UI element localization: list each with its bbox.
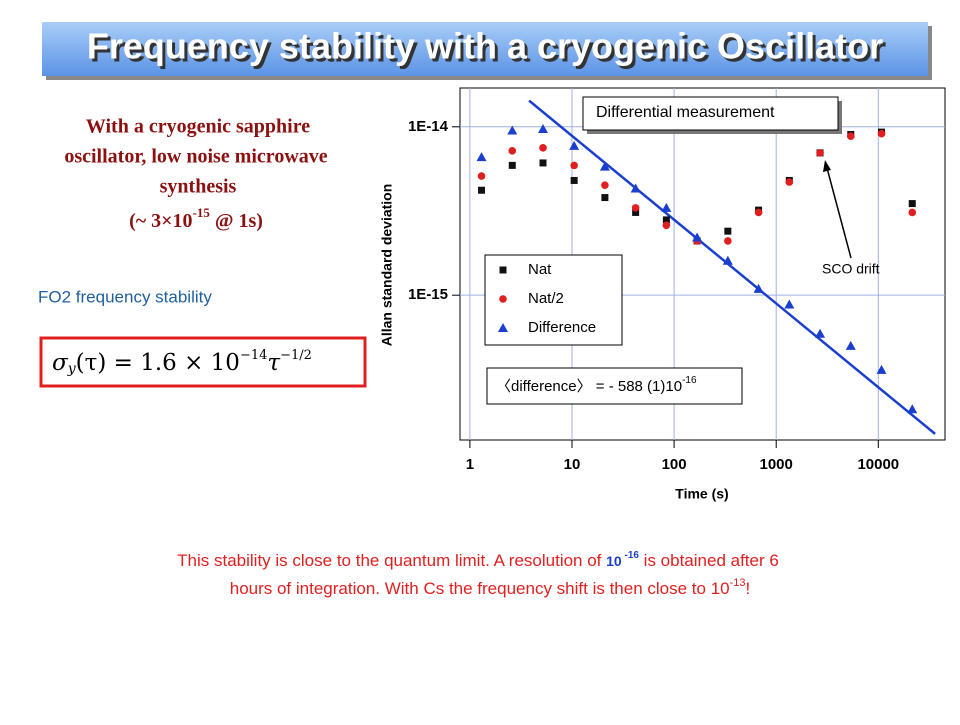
annotation-box xyxy=(582,96,839,131)
text: hours of integration. With Cs the freque… xyxy=(230,579,730,598)
formula: σy(τ) = 1.6 × 10−14τ−1/2 xyxy=(52,348,312,378)
point xyxy=(907,404,918,414)
arrow xyxy=(826,167,852,259)
footer: This stability is close to the quantum l… xyxy=(177,550,779,599)
x-tick-label: 100 xyxy=(662,456,687,473)
point xyxy=(661,202,672,212)
legend-label: Nat xyxy=(528,261,552,278)
annotation-box xyxy=(486,367,743,405)
text: σ xyxy=(52,350,69,376)
text: 〈difference〉 = - 588 (1)10 xyxy=(496,378,682,395)
annotation: 〈difference〉 = - 588 (1)10-16 xyxy=(496,375,697,395)
subheading: FO2 frequency stability xyxy=(38,287,212,306)
point xyxy=(815,328,826,338)
point xyxy=(570,161,578,170)
chart: 1 10 100 1000 10000 1E-14 1E-15 Time (s) Allan s… xyxy=(379,87,946,502)
arrow-head xyxy=(823,160,831,172)
text: (~ 3×10 xyxy=(129,210,192,232)
point xyxy=(570,176,578,184)
y-axis-label: Allan standard deviation xyxy=(379,184,395,347)
point xyxy=(599,161,610,171)
point xyxy=(631,204,640,212)
point xyxy=(538,124,549,134)
annotation: SCO drift xyxy=(822,261,880,277)
point xyxy=(508,147,517,155)
title: Frequency stability with a cryogenic Osc… xyxy=(87,26,883,67)
point xyxy=(507,125,518,135)
point xyxy=(785,178,794,186)
legend-label: Nat/2 xyxy=(528,290,564,307)
point xyxy=(692,232,703,242)
point xyxy=(784,299,795,309)
point xyxy=(508,161,516,169)
intro-value: (~ 3×10-15 @ 1s) xyxy=(129,205,263,232)
x-tick-label: 10000 xyxy=(857,456,899,473)
subscript: y xyxy=(67,361,77,377)
y-tick-label: 1E-14 xyxy=(408,118,449,135)
intro-line: synthesis xyxy=(160,176,237,198)
text: is obtained after 6 xyxy=(639,551,779,570)
superscript: −14 xyxy=(240,348,267,363)
text: @ 1s) xyxy=(210,210,263,232)
point xyxy=(539,159,547,167)
annotation: Differential measurement xyxy=(596,104,775,121)
legend-label: Difference xyxy=(528,319,596,336)
x-tick-label: 1 xyxy=(466,456,474,473)
point xyxy=(539,144,547,152)
point xyxy=(569,140,580,150)
point xyxy=(908,208,917,217)
title-shadow-text: Frequency stability with a cryogenic Osc… xyxy=(90,29,886,70)
legend-marker xyxy=(499,266,507,274)
footer-line: This stability is close to the quantum l… xyxy=(177,550,779,571)
legend xyxy=(484,254,623,346)
point xyxy=(632,208,640,216)
point xyxy=(662,221,671,230)
point xyxy=(846,132,855,140)
superscript: -16 xyxy=(622,550,640,561)
point xyxy=(724,237,732,245)
text: τ xyxy=(267,350,281,376)
point xyxy=(876,364,887,374)
point xyxy=(753,283,764,293)
point xyxy=(630,183,641,193)
text: (τ) = 1.6 × 10 xyxy=(76,350,240,376)
x-axis-label: Time (s) xyxy=(675,486,728,502)
point xyxy=(816,149,824,157)
point xyxy=(724,227,732,235)
point xyxy=(477,172,486,180)
legend-marker xyxy=(499,295,507,303)
superscript: -13 xyxy=(730,577,746,589)
intro-line: With a cryogenic sapphire xyxy=(86,116,310,138)
superscript: -15 xyxy=(193,205,211,220)
point xyxy=(478,186,486,194)
intro: With a cryogenic sapphire oscillator, lo… xyxy=(64,116,327,232)
point xyxy=(845,340,856,350)
x-tick-label: 1000 xyxy=(760,456,793,473)
point xyxy=(877,129,886,138)
point xyxy=(662,216,670,224)
superscript: -16 xyxy=(682,375,697,386)
point xyxy=(722,255,733,265)
superscript: −1/2 xyxy=(280,348,312,363)
x-tick-label: 10 xyxy=(564,456,581,473)
fit-line xyxy=(528,99,936,435)
point xyxy=(601,194,609,202)
title-bar xyxy=(42,22,928,76)
formula-box xyxy=(39,336,367,388)
legend-marker xyxy=(498,323,508,332)
text: This stability is close to the quantum l… xyxy=(177,551,606,570)
text: 10 xyxy=(606,553,622,569)
text: ! xyxy=(746,579,751,598)
point xyxy=(601,181,609,189)
point xyxy=(754,208,763,217)
footer-line: hours of integration. With Cs the freque… xyxy=(230,577,751,599)
y-tick-label: 1E-15 xyxy=(408,286,448,303)
point xyxy=(908,200,916,208)
intro-line: oscillator, low noise microwave xyxy=(64,146,327,168)
point xyxy=(476,152,487,162)
